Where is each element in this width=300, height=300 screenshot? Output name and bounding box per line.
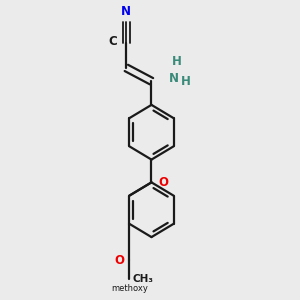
Text: methoxy: methoxy [111,284,148,293]
Text: H: H [181,75,190,88]
Text: CH₃: CH₃ [132,274,153,284]
Text: N: N [121,4,131,18]
Text: C: C [109,35,118,48]
Text: O: O [115,254,125,267]
Text: O: O [159,176,169,189]
Text: N: N [169,72,179,85]
Text: H: H [172,55,182,68]
